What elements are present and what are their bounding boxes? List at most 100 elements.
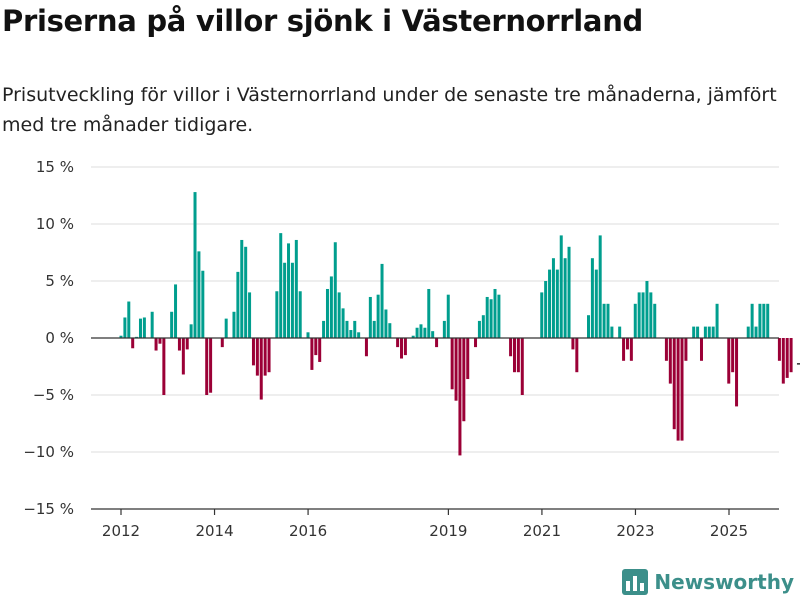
bar — [248, 292, 252, 338]
bar — [485, 296, 489, 338]
bar — [244, 246, 248, 338]
bar — [715, 303, 719, 338]
bar — [197, 251, 201, 338]
bar — [516, 338, 520, 373]
bar — [664, 338, 668, 361]
bar — [785, 338, 789, 378]
bar — [325, 288, 329, 338]
bar — [193, 192, 197, 338]
bar — [123, 317, 127, 338]
bar — [598, 235, 602, 338]
bar-chart-logo-icon — [622, 569, 649, 595]
bar — [477, 320, 481, 338]
bar — [255, 338, 259, 376]
bar — [629, 338, 633, 361]
bar — [419, 324, 423, 338]
bar — [699, 338, 703, 361]
bar — [649, 292, 653, 338]
bar — [423, 327, 427, 338]
bar — [283, 262, 287, 338]
bar — [189, 324, 193, 338]
bar — [201, 270, 205, 338]
bar — [380, 263, 384, 338]
bar — [575, 338, 579, 373]
bar — [287, 243, 291, 338]
bar — [333, 242, 337, 338]
bar — [633, 303, 637, 338]
bar — [209, 338, 213, 393]
bar — [653, 303, 657, 338]
bar — [279, 233, 283, 338]
x-tick-label: 2023 — [616, 522, 654, 540]
bar — [731, 338, 735, 373]
bar — [314, 338, 318, 356]
bar — [587, 315, 591, 338]
bar — [158, 338, 162, 344]
bar — [345, 320, 349, 338]
bar — [462, 338, 466, 422]
axes — [91, 337, 779, 515]
bar — [205, 338, 209, 395]
bar — [337, 292, 341, 338]
bar — [520, 338, 524, 395]
last-value-label: −2 % — [795, 354, 800, 373]
bar — [442, 320, 446, 338]
chart-title: Priserna på villor sjönk i Västernorrlan… — [2, 4, 644, 38]
bar — [400, 338, 404, 359]
bar — [431, 331, 435, 338]
bar — [781, 338, 785, 384]
bar — [388, 323, 392, 338]
bar — [138, 318, 142, 338]
bar — [174, 284, 178, 338]
bar — [298, 291, 302, 338]
bar — [789, 338, 793, 373]
bar — [625, 338, 629, 350]
bar — [754, 326, 758, 338]
bar — [322, 320, 326, 338]
y-tick-label: 0 % — [45, 329, 74, 347]
bar — [696, 326, 700, 338]
x-tick-label: 2019 — [429, 522, 467, 540]
x-tick-label: 2016 — [289, 522, 327, 540]
bar — [224, 318, 228, 338]
bar — [727, 338, 731, 384]
bar — [567, 246, 571, 338]
x-tick-label: 2012 — [102, 522, 140, 540]
bar — [450, 338, 454, 390]
bar — [509, 338, 513, 357]
bar — [263, 338, 267, 376]
bar — [606, 303, 610, 338]
bar — [563, 258, 567, 338]
bar — [415, 327, 419, 338]
bar — [251, 338, 255, 366]
bar — [610, 326, 614, 338]
y-tick-label: 10 % — [36, 215, 74, 233]
bar — [777, 338, 781, 361]
bar — [668, 338, 672, 384]
bar — [637, 292, 641, 338]
bar — [181, 338, 185, 375]
newsworthy-logo: Newsworthy — [622, 569, 794, 595]
labels: 15 % 10 % 5 % 0 % −5 % −10 % −15 % 2012 2014 2016… — [23, 158, 800, 540]
bar — [232, 311, 236, 338]
bar — [594, 269, 598, 338]
bar — [622, 338, 626, 361]
bar — [544, 281, 548, 338]
bar — [259, 338, 263, 400]
bar — [240, 239, 244, 338]
bar — [396, 338, 400, 348]
bar — [590, 258, 594, 338]
bar — [766, 303, 770, 338]
bar — [372, 320, 376, 338]
bar — [318, 338, 322, 362]
bar — [170, 311, 174, 338]
y-tick-label: −5 % — [33, 386, 74, 404]
bar — [446, 294, 450, 338]
bar — [275, 291, 279, 338]
bar — [236, 271, 240, 338]
bar — [150, 311, 154, 338]
bar — [750, 303, 754, 338]
bar — [762, 303, 766, 338]
y-tick-label: 15 % — [36, 158, 74, 176]
bar — [310, 338, 314, 370]
